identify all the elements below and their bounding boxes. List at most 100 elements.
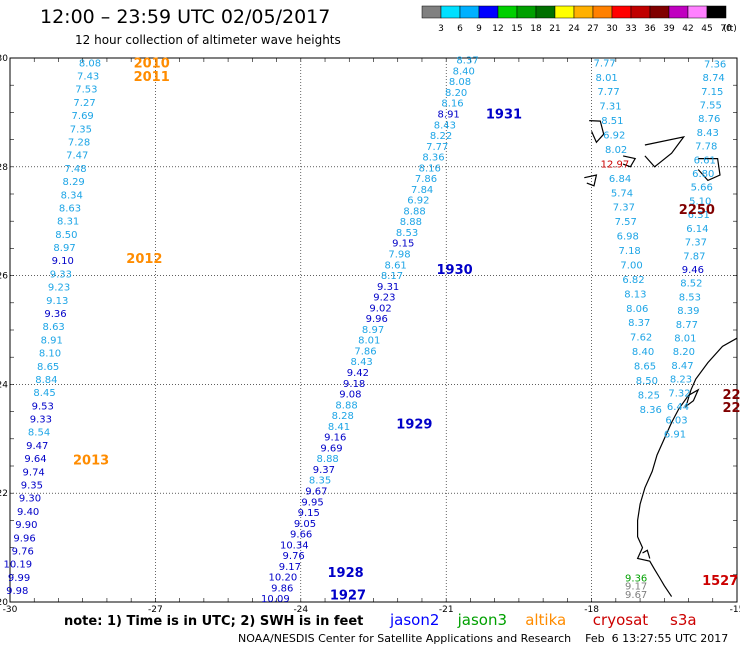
wave-height-value: 8.34 — [61, 190, 83, 201]
x-tick-label: -18 — [584, 605, 599, 615]
wave-height-value: 9.02 — [369, 303, 391, 314]
wave-height-value: 8.54 — [28, 428, 50, 439]
wave-height-value: 9.17 — [625, 582, 647, 593]
track-s3a: 7.36 8.74 7.15 7.55 8.76 8.43 7.78 6.61 6.80 5.66… — [664, 59, 740, 440]
wave-height-value: 7.15 — [701, 87, 723, 98]
x-tick-label: -21 — [439, 605, 454, 615]
island-tenerife — [644, 135, 686, 168]
wave-height-value: 7.77 — [597, 87, 619, 98]
colorbar-label: 9 — [476, 24, 482, 34]
pass-time-label: 1930 — [437, 263, 473, 278]
wave-height-value: 8.88 — [317, 454, 339, 465]
wave-height-value: 9.46 — [682, 265, 704, 276]
wave-height-value: 8.29 — [63, 177, 85, 188]
wave-height-value: 8.47 — [671, 361, 693, 372]
chart-subtitle: 12 hour collection of altimeter wave hei… — [75, 33, 341, 47]
wave-height-value: 9.36 — [625, 574, 647, 585]
wave-height-value: 8.28 — [332, 411, 354, 422]
wave-height-value: 7.37 — [685, 238, 707, 249]
axis-ticks: -30 -27 -24 -21 -18 -15 30 28 26 24 22 20 — [0, 54, 740, 615]
wave-height-value: 9.18 — [343, 379, 365, 390]
wave-height-value: 8.88 — [400, 217, 422, 228]
colorbar-label: 39 — [663, 24, 675, 34]
wave-height-value: 8.41 — [328, 422, 350, 433]
colorbar-swatch — [706, 5, 727, 19]
wave-height-value: 8.50 — [636, 376, 658, 387]
wave-height-value: 8.45 — [33, 388, 55, 399]
colorbar-label: 30 — [606, 24, 618, 34]
wave-height-value: 8.97 — [362, 325, 384, 336]
wave-height-value: 7.28 — [68, 138, 90, 149]
wave-height-value: 6.98 — [617, 232, 639, 243]
wave-height-value: 7.55 — [700, 101, 722, 112]
wave-height-value: 8.16 — [441, 99, 463, 110]
island-gran-canaria — [697, 158, 721, 182]
wave-height-value: 5.74 — [611, 188, 633, 199]
wave-height-value: 6.80 — [692, 169, 714, 180]
wave-height-value: 8.43 — [434, 120, 456, 131]
wave-height-value: 8.50 — [55, 230, 77, 241]
wave-height-value: 8.17 — [381, 271, 403, 282]
colorbar-label: 12 — [492, 24, 503, 34]
wave-height-value: 7.31 — [599, 102, 621, 113]
x-tick-label: -24 — [293, 605, 308, 615]
wave-height-value: 8.01 — [358, 336, 380, 347]
wave-height-value: 7.27 — [73, 98, 95, 109]
wave-height-value: 9.66 — [290, 530, 312, 541]
wave-height-value: 9.33 — [50, 269, 72, 280]
x-tick-label: -27 — [148, 605, 163, 615]
wave-height-value: 8.74 — [703, 73, 725, 84]
wave-height-value: 10.09 — [261, 594, 290, 605]
pass-time-label: 1928 — [328, 566, 364, 581]
wave-height-value: 9.74 — [23, 467, 45, 478]
x-tick-label: -30 — [3, 605, 18, 615]
wave-height-value: 8.06 — [626, 304, 648, 315]
credit-line: NOAA/NESDIS Center for Satellite Applica… — [238, 632, 729, 645]
wave-height-value: 8.84 — [35, 375, 57, 386]
wave-height-value: 7.57 — [615, 217, 637, 228]
wave-height-value: 8.63 — [43, 322, 65, 333]
wave-height-value: 7.87 — [683, 251, 705, 262]
wave-height-value: 7.69 — [72, 111, 94, 122]
pass-time-label: 2013 — [73, 454, 109, 469]
wave-height-value: 8.61 — [385, 260, 407, 271]
pass-time-label: 1527 — [702, 574, 738, 589]
wave-height-value: 9.67 — [305, 487, 327, 498]
wave-height-value: 8.39 — [677, 306, 699, 317]
wave-height-value: 8.97 — [53, 243, 75, 254]
wave-height-value: 7.98 — [388, 250, 410, 261]
wave-height-value: 9.42 — [347, 368, 369, 379]
wave-height-value: 8.01 — [596, 73, 618, 84]
wave-height-value: 9.99 — [8, 573, 30, 584]
wave-height-value: 5.10 — [689, 196, 711, 207]
wave-height-value: 7.84 — [411, 185, 433, 196]
color-scale-bar: 3 6 9 12 15 18 21 24 27 30 33 36 39 42 45 70(ft) — [421, 5, 737, 34]
wave-height-value: 9.95 — [301, 497, 323, 508]
cape-blanc — [642, 549, 651, 559]
colorbar-label: (ft) — [723, 24, 737, 34]
wave-height-value: 8.77 — [676, 320, 698, 331]
africa-coastline — [636, 337, 738, 597]
wave-height-value: 6.92 — [603, 131, 625, 142]
wave-height-value: 8.51 — [601, 116, 623, 127]
x-tick-label: -15 — [730, 605, 740, 615]
colorbar-label: 15 — [511, 24, 522, 34]
wave-height-value: 6.44 — [667, 402, 689, 413]
island-la-gomera — [622, 155, 637, 168]
island-la-palma — [589, 120, 605, 144]
pass-time-label: 22 — [723, 388, 740, 403]
wave-height-value: 10.20 — [269, 573, 298, 584]
wave-height-value: 9.15 — [392, 239, 414, 250]
wave-height-value: 8.31 — [57, 217, 79, 228]
track-jason3: 9.369.179.67 1527 — [625, 574, 738, 601]
wave-height-value: 10.19 — [3, 560, 32, 571]
wave-height-value: 9.31 — [377, 282, 399, 293]
wave-height-value: 7.37 — [613, 203, 635, 214]
wave-height-value: 7.32 — [668, 388, 690, 399]
wave-height-value: 9.10 — [52, 256, 74, 267]
wave-height-value: 8.53 — [396, 228, 418, 239]
wave-height-value: 8.52 — [680, 279, 702, 290]
wave-height-value: 9.33 — [30, 415, 52, 426]
pass-time-label: 1927 — [330, 588, 366, 603]
